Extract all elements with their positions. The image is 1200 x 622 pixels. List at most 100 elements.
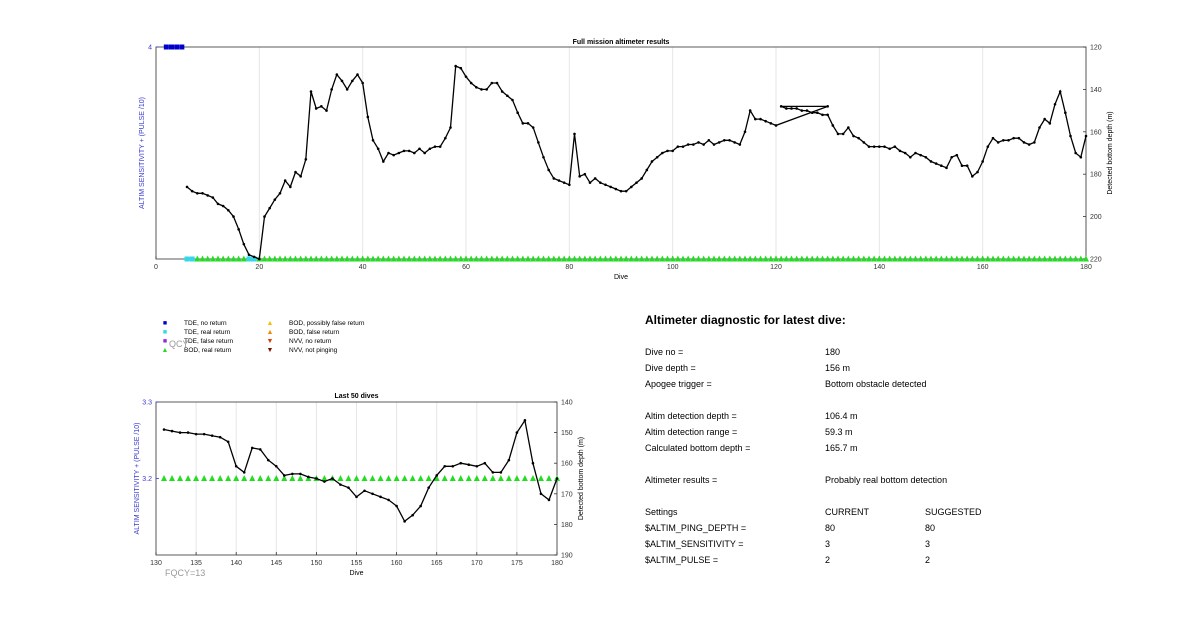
depth-point bbox=[275, 464, 278, 468]
depth-point bbox=[924, 155, 928, 159]
bod-marker bbox=[473, 255, 480, 262]
bod-marker bbox=[514, 255, 521, 262]
depth-point bbox=[411, 513, 414, 517]
bod-marker bbox=[566, 255, 573, 262]
bod-marker bbox=[597, 255, 604, 262]
bod-marker bbox=[623, 255, 630, 262]
bod-marker bbox=[483, 255, 490, 262]
depth-point bbox=[162, 428, 166, 431]
bod-marker bbox=[395, 255, 402, 262]
depth-point bbox=[661, 151, 664, 155]
depth-point bbox=[500, 90, 504, 93]
bod-marker bbox=[938, 255, 945, 262]
row-label: Altimeter results = bbox=[645, 475, 718, 485]
depth-point bbox=[190, 189, 194, 193]
bod-marker bbox=[680, 255, 686, 262]
depth-point bbox=[609, 185, 612, 189]
depth-point bbox=[234, 464, 238, 468]
bod-marker bbox=[401, 475, 408, 481]
qcy-label: QCY bbox=[169, 339, 189, 349]
bod-marker bbox=[432, 255, 438, 262]
depth-point bbox=[790, 107, 793, 110]
y-right-tick-label: 170 bbox=[561, 491, 573, 498]
bod-marker bbox=[497, 475, 504, 481]
depth-point bbox=[427, 486, 430, 489]
x-tick-label: 135 bbox=[190, 560, 202, 567]
bod-marker bbox=[302, 255, 309, 262]
bod-marker bbox=[974, 255, 981, 262]
bod-marker bbox=[194, 255, 201, 262]
legend-label: TDE, false return bbox=[184, 338, 234, 345]
bod-marker bbox=[473, 475, 480, 481]
depth-point bbox=[221, 204, 225, 208]
depth-point bbox=[499, 471, 503, 474]
chart-title: Last 50 dives bbox=[335, 393, 379, 400]
depth-point bbox=[805, 109, 809, 112]
bod-marker bbox=[762, 255, 769, 262]
depth-point bbox=[619, 189, 623, 193]
depth-point bbox=[914, 151, 917, 155]
bod-marker bbox=[1031, 255, 1038, 262]
row-value: 59.3 m bbox=[825, 427, 853, 437]
depth-point bbox=[347, 486, 350, 489]
depth-point bbox=[379, 495, 382, 499]
depth-point bbox=[785, 107, 788, 110]
legend-label: BOD, real return bbox=[184, 347, 232, 354]
bod-marker bbox=[321, 475, 328, 481]
depth-point bbox=[686, 143, 690, 146]
bod-marker bbox=[705, 255, 712, 262]
depth-point bbox=[539, 492, 543, 496]
depth-point bbox=[557, 179, 561, 182]
diagnostic-row: Settings CURRENT SUGGESTED bbox=[645, 507, 1185, 521]
bod-marker bbox=[561, 255, 568, 262]
diagnostic-row: Altim detection range = 59.3 m bbox=[645, 427, 1185, 441]
depth-point bbox=[779, 105, 783, 108]
x-tick-label: 150 bbox=[311, 560, 323, 567]
depth-point bbox=[852, 134, 855, 138]
depth-point bbox=[289, 185, 292, 189]
bod-marker bbox=[897, 255, 903, 262]
x-tick-label: 145 bbox=[270, 560, 282, 567]
row-suggested: 2 bbox=[925, 555, 931, 565]
row-value: Probably real bottom detection bbox=[825, 475, 948, 485]
bod-marker bbox=[369, 475, 376, 481]
depth-point bbox=[263, 215, 266, 218]
y-right-axis-label: Detected bottom depth (m) bbox=[578, 437, 585, 520]
bod-marker bbox=[282, 255, 289, 262]
bod-marker bbox=[860, 255, 867, 262]
depth-point bbox=[697, 141, 700, 144]
depth-point bbox=[604, 183, 607, 187]
bod-marker bbox=[540, 255, 547, 262]
legend-label: NVV, no return bbox=[289, 338, 332, 345]
legend-symbol: ■ bbox=[162, 329, 168, 336]
bod-marker bbox=[664, 255, 671, 262]
bod-marker bbox=[297, 255, 304, 262]
depth-point bbox=[960, 164, 964, 168]
depth-point bbox=[196, 191, 199, 195]
depth-point bbox=[194, 432, 198, 436]
bod-marker bbox=[721, 255, 728, 262]
depth-point bbox=[1007, 138, 1010, 142]
row-value: CURRENT bbox=[825, 507, 869, 517]
diagnostic-row: Calculated bottom depth = 165.7 m bbox=[645, 443, 1185, 457]
depth-point bbox=[717, 141, 721, 144]
depth-point bbox=[531, 461, 535, 465]
plot-frame bbox=[155, 46, 1087, 260]
bod-marker bbox=[979, 255, 986, 262]
x-tick-label: 130 bbox=[150, 560, 162, 567]
depth-point bbox=[1017, 136, 1021, 140]
bod-marker bbox=[257, 475, 264, 481]
row-suggested: 80 bbox=[925, 523, 936, 533]
diagnostic-row: Apogee trigger = Bottom obstacle detected bbox=[645, 379, 1185, 393]
bod-marker bbox=[700, 255, 707, 262]
bod-marker bbox=[1021, 255, 1027, 262]
bod-marker bbox=[193, 475, 200, 481]
depth-point bbox=[903, 151, 907, 155]
bod-marker bbox=[690, 255, 697, 262]
depth-point bbox=[330, 88, 333, 91]
depth-point bbox=[242, 471, 246, 474]
y-left-tick-label: 3.3 bbox=[142, 400, 152, 407]
bod-marker bbox=[308, 255, 314, 262]
bod-marker bbox=[499, 255, 506, 262]
diagnostic-title: Altimeter diagnostic for latest dive: bbox=[645, 313, 846, 327]
